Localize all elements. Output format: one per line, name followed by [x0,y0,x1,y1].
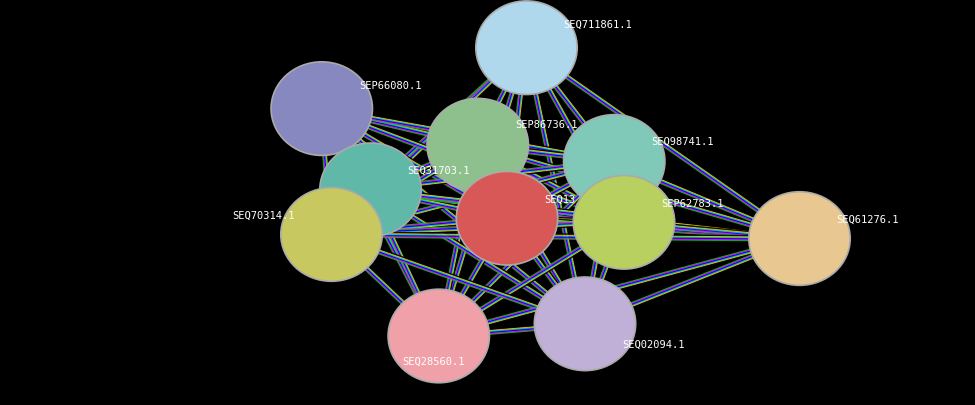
Text: SEQ13: SEQ13 [544,194,575,204]
Text: SEQ70314.1: SEQ70314.1 [232,211,294,220]
Ellipse shape [456,172,558,265]
Text: SEP86736.1: SEP86736.1 [515,120,577,130]
Text: SEQ98741.1: SEQ98741.1 [651,136,714,146]
Ellipse shape [281,188,382,281]
Text: SEQ28560.1: SEQ28560.1 [403,356,465,366]
Text: SEQ711861.1: SEQ711861.1 [564,19,633,29]
Ellipse shape [534,277,636,371]
Text: SEP62783.1: SEP62783.1 [661,198,723,208]
Ellipse shape [320,144,421,237]
Ellipse shape [749,192,850,286]
Ellipse shape [564,115,665,209]
Ellipse shape [427,99,528,192]
Text: SEQ31703.1: SEQ31703.1 [408,165,470,175]
Ellipse shape [573,176,675,269]
Text: SEP66080.1: SEP66080.1 [359,81,421,91]
Text: SEQ61276.1: SEQ61276.1 [837,214,899,224]
Ellipse shape [388,290,489,383]
Text: SEQ02094.1: SEQ02094.1 [622,339,684,349]
Ellipse shape [271,63,372,156]
Ellipse shape [476,2,577,95]
